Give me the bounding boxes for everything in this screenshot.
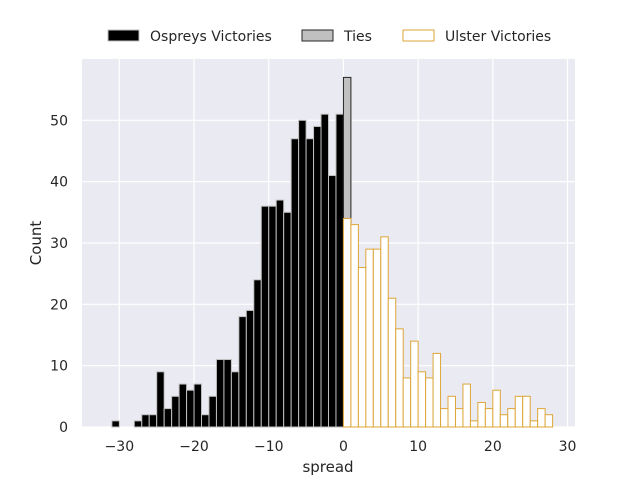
ulster-bar <box>417 371 427 428</box>
ospreys-bar <box>193 383 203 428</box>
ospreys-bar <box>268 205 277 428</box>
ospreys-bar <box>305 138 315 428</box>
ulster-bar <box>410 340 419 428</box>
y-tick-label: 40 <box>50 175 68 191</box>
ulster-bar <box>447 395 456 428</box>
ospreys-bar <box>111 420 120 428</box>
ospreys-bar <box>313 125 322 428</box>
ospreys-bar <box>186 389 195 428</box>
ospreys-bar <box>260 205 270 428</box>
ulster-bar <box>529 420 539 428</box>
ospreys-bar <box>230 371 240 428</box>
ospreys-bar <box>215 359 225 428</box>
ospreys-bar <box>141 414 150 428</box>
y-axis-title: Count <box>27 221 45 266</box>
y-tick-label: 50 <box>50 113 68 129</box>
ulster-bar <box>469 420 479 428</box>
legend: Ospreys Victories Ties Ulster Victories <box>107 29 551 45</box>
legend-swatch <box>301 29 334 42</box>
histogram-bars <box>111 76 554 428</box>
ulster-bar <box>454 408 464 428</box>
ulster-bar <box>432 352 442 428</box>
legend-swatch <box>402 29 435 42</box>
x-axis-ticks: −30 −20 −10 0 10 20 30 <box>105 439 577 455</box>
ulster-bar <box>380 236 389 428</box>
legend-swatch <box>107 29 140 42</box>
ulster-bar <box>492 389 501 428</box>
ulster-bar <box>342 217 352 428</box>
ulster-bar <box>537 408 546 428</box>
ospreys-bar <box>320 113 330 428</box>
ulster-bar <box>544 414 554 428</box>
ospreys-bar <box>133 420 143 428</box>
ospreys-bar <box>148 414 158 428</box>
ospreys-bar <box>201 414 210 428</box>
y-tick-label: 20 <box>50 297 68 313</box>
x-tick-label: −10 <box>254 439 284 455</box>
legend-label: Ospreys Victories <box>150 29 272 45</box>
ospreys-bar <box>238 316 247 428</box>
ospreys-bar <box>163 408 173 428</box>
ulster-bar <box>387 297 397 428</box>
ulster-bar <box>507 408 516 428</box>
ospreys-bar <box>335 113 344 428</box>
x-tick-label: −30 <box>105 439 135 455</box>
x-tick-label: 10 <box>409 439 427 455</box>
ospreys-bar <box>290 138 300 428</box>
y-tick-label: 10 <box>50 359 68 375</box>
ulster-bar <box>514 395 524 428</box>
x-tick-label: −20 <box>179 439 209 455</box>
ulster-bar <box>440 408 449 428</box>
ulster-bar <box>357 267 367 428</box>
ospreys-bar <box>223 359 232 428</box>
ulster-bar <box>365 248 374 428</box>
ospreys-bar <box>275 199 285 428</box>
y-tick-label: 0 <box>59 420 68 436</box>
y-axis-ticks: 0 10 20 30 40 50 <box>50 113 68 436</box>
ulster-bar <box>477 401 486 428</box>
ulster-bar <box>402 377 412 428</box>
ospreys-bar <box>298 119 307 428</box>
ulster-bar <box>499 414 509 428</box>
ulster-bar <box>372 248 382 428</box>
ulster-bar <box>350 224 359 428</box>
ulster-bar <box>462 383 471 428</box>
ospreys-bar <box>328 175 337 428</box>
ulster-bar <box>522 395 531 428</box>
x-tick-label: 30 <box>559 439 577 455</box>
ospreys-bar <box>156 371 165 428</box>
x-tick-label: 0 <box>339 439 348 455</box>
ospreys-bar <box>283 211 292 428</box>
legend-label: Ties <box>343 29 372 45</box>
ospreys-bar <box>245 309 255 428</box>
y-tick-label: 30 <box>50 236 68 252</box>
ulster-bar <box>484 408 494 428</box>
legend-label: Ulster Victories <box>445 29 551 45</box>
ospreys-bar <box>253 279 262 428</box>
ulster-bar <box>425 377 434 428</box>
ospreys-bar <box>178 383 188 428</box>
ospreys-bar <box>171 395 180 428</box>
x-tick-label: 20 <box>484 439 502 455</box>
ospreys-bar <box>208 395 217 428</box>
ulster-bar <box>395 328 404 428</box>
x-axis-title: spread <box>302 458 353 476</box>
